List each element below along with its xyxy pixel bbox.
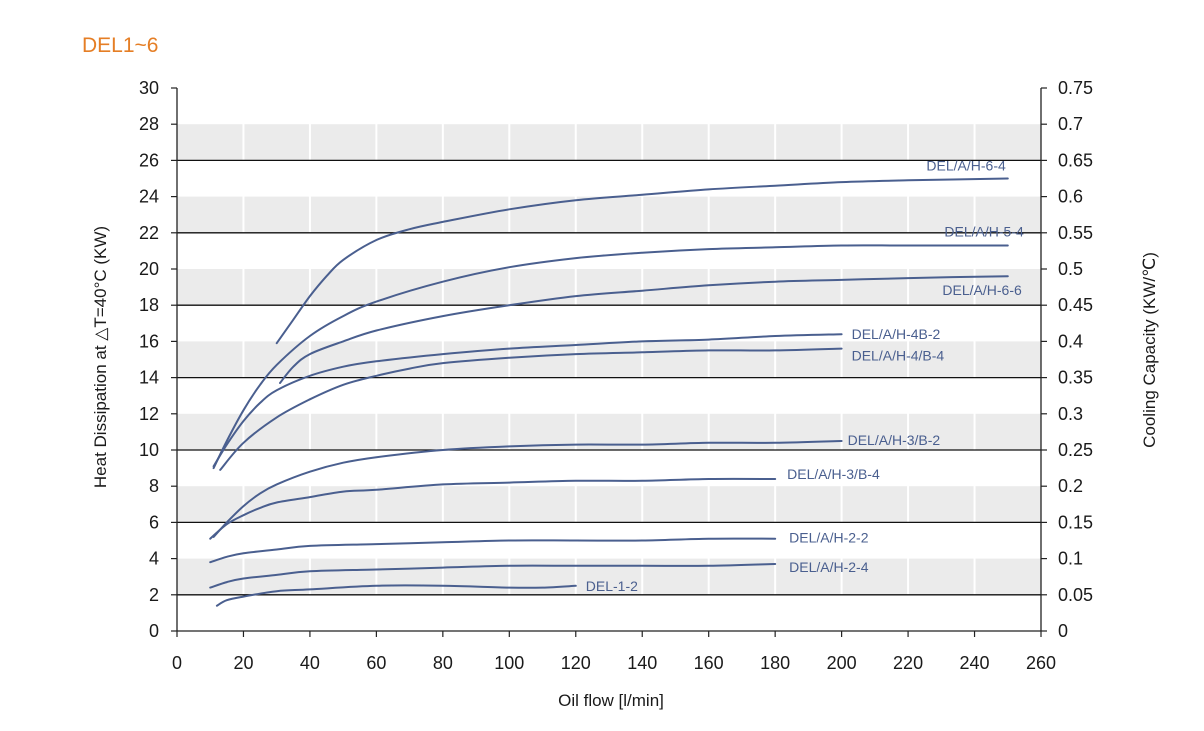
y2-tick-label: 0.2 bbox=[1058, 476, 1083, 496]
series-label: DEL-1-2 bbox=[586, 578, 638, 594]
y2-tick-label: 0.45 bbox=[1058, 295, 1093, 315]
y2-tick-label: 0.3 bbox=[1058, 404, 1083, 424]
y2-tick-label: 0 bbox=[1058, 621, 1068, 641]
y2-tick-label: 0.65 bbox=[1058, 150, 1093, 170]
series-label: DEL/A/H-3/B-2 bbox=[848, 432, 941, 448]
series-label: DEL/A/H-4B-2 bbox=[852, 326, 941, 342]
series-labels: DEL/A/H-6-4 DEL/A/H-5-4 DEL/A/H-6-6 DEL/A/H… bbox=[586, 158, 1024, 594]
x-tick-label: 0 bbox=[172, 653, 182, 673]
series-label: DEL/A/H-4/B-4 bbox=[852, 348, 945, 364]
series-lines bbox=[209, 177, 1009, 607]
x-tick-label: 240 bbox=[960, 653, 990, 673]
y-tick-label: 30 bbox=[139, 78, 159, 98]
series-line bbox=[212, 440, 843, 538]
series-line bbox=[215, 584, 577, 607]
x-tick-label: 60 bbox=[366, 653, 386, 673]
x-tick-label: 220 bbox=[893, 653, 923, 673]
y-tick-label: 2 bbox=[149, 585, 159, 605]
series-line bbox=[212, 333, 843, 468]
series-label: DEL/A/H-5-4 bbox=[944, 223, 1024, 239]
y2-tick-label: 0.1 bbox=[1058, 549, 1083, 569]
series-line bbox=[209, 477, 777, 540]
x-tick-label: 260 bbox=[1026, 653, 1056, 673]
series-line bbox=[279, 275, 1009, 384]
y-tick-label: 0 bbox=[149, 621, 159, 641]
y2-axis-title: Cooling Capacity (KW/℃) bbox=[1140, 252, 1159, 448]
y-tick-label: 8 bbox=[149, 476, 159, 496]
grid-lines bbox=[177, 159, 1041, 596]
y2-tick-label: 0.7 bbox=[1058, 114, 1083, 134]
x-tick-label: 40 bbox=[300, 653, 320, 673]
x-tick-label: 100 bbox=[494, 653, 524, 673]
x-tick-label: 140 bbox=[627, 653, 657, 673]
y-tick-label: 14 bbox=[139, 368, 159, 388]
y2-tick-label: 0.35 bbox=[1058, 368, 1093, 388]
y2-tick-label: 0.6 bbox=[1058, 187, 1083, 207]
x-tick-label: 120 bbox=[561, 653, 591, 673]
series-line bbox=[275, 177, 1009, 345]
x-tick-label: 20 bbox=[233, 653, 253, 673]
series-line bbox=[212, 244, 1009, 470]
y-tick-label: 18 bbox=[139, 295, 159, 315]
tick-labels: 02468101214161820222426283000.050.10.150… bbox=[139, 78, 1093, 673]
y-tick-label: 6 bbox=[149, 512, 159, 532]
axes bbox=[171, 87, 1047, 637]
y2-tick-label: 0.05 bbox=[1058, 585, 1093, 605]
y-tick-label: 26 bbox=[139, 150, 159, 170]
grid-band bbox=[177, 124, 1041, 161]
x-tick-label: 180 bbox=[760, 653, 790, 673]
axis-titles: Oil flow [l/min] Heat Dissipation at △T=4… bbox=[91, 226, 1159, 710]
y2-tick-label: 0.15 bbox=[1058, 512, 1093, 532]
series-line bbox=[209, 563, 777, 589]
series-label: DEL/A/H-2-4 bbox=[789, 559, 869, 575]
y-axis-title: Heat Dissipation at △T=40°C (KW) bbox=[91, 226, 110, 488]
y-tick-label: 22 bbox=[139, 223, 159, 243]
y2-tick-label: 0.75 bbox=[1058, 78, 1093, 98]
x-tick-label: 200 bbox=[827, 653, 857, 673]
grid-band bbox=[177, 196, 1041, 233]
grid-band bbox=[177, 269, 1041, 306]
y-tick-label: 28 bbox=[139, 114, 159, 134]
grid-band bbox=[177, 486, 1041, 523]
y-tick-label: 12 bbox=[139, 404, 159, 424]
series-label: DEL/A/H-6-4 bbox=[926, 158, 1006, 174]
y-tick-label: 20 bbox=[139, 259, 159, 279]
series-label: DEL/A/H-3/B-4 bbox=[787, 466, 880, 482]
chart-title: DEL1~6 bbox=[82, 34, 159, 57]
series-label: DEL/A/H-6-6 bbox=[942, 282, 1022, 298]
grid-bands bbox=[177, 88, 1041, 631]
y-tick-label: 10 bbox=[139, 440, 159, 460]
y-tick-label: 16 bbox=[139, 331, 159, 351]
series-label: DEL/A/H-2-2 bbox=[789, 530, 869, 546]
x-tick-label: 80 bbox=[433, 653, 453, 673]
x-axis-title: Oil flow [l/min] bbox=[558, 691, 664, 710]
y-tick-label: 4 bbox=[149, 549, 159, 569]
series-line bbox=[209, 537, 777, 564]
y2-tick-label: 0.25 bbox=[1058, 440, 1093, 460]
y2-tick-label: 0.4 bbox=[1058, 331, 1083, 351]
y-tick-label: 24 bbox=[139, 187, 159, 207]
y2-tick-label: 0.55 bbox=[1058, 223, 1093, 243]
series-line bbox=[219, 347, 843, 471]
y2-tick-label: 0.5 bbox=[1058, 259, 1083, 279]
x-tick-label: 160 bbox=[694, 653, 724, 673]
